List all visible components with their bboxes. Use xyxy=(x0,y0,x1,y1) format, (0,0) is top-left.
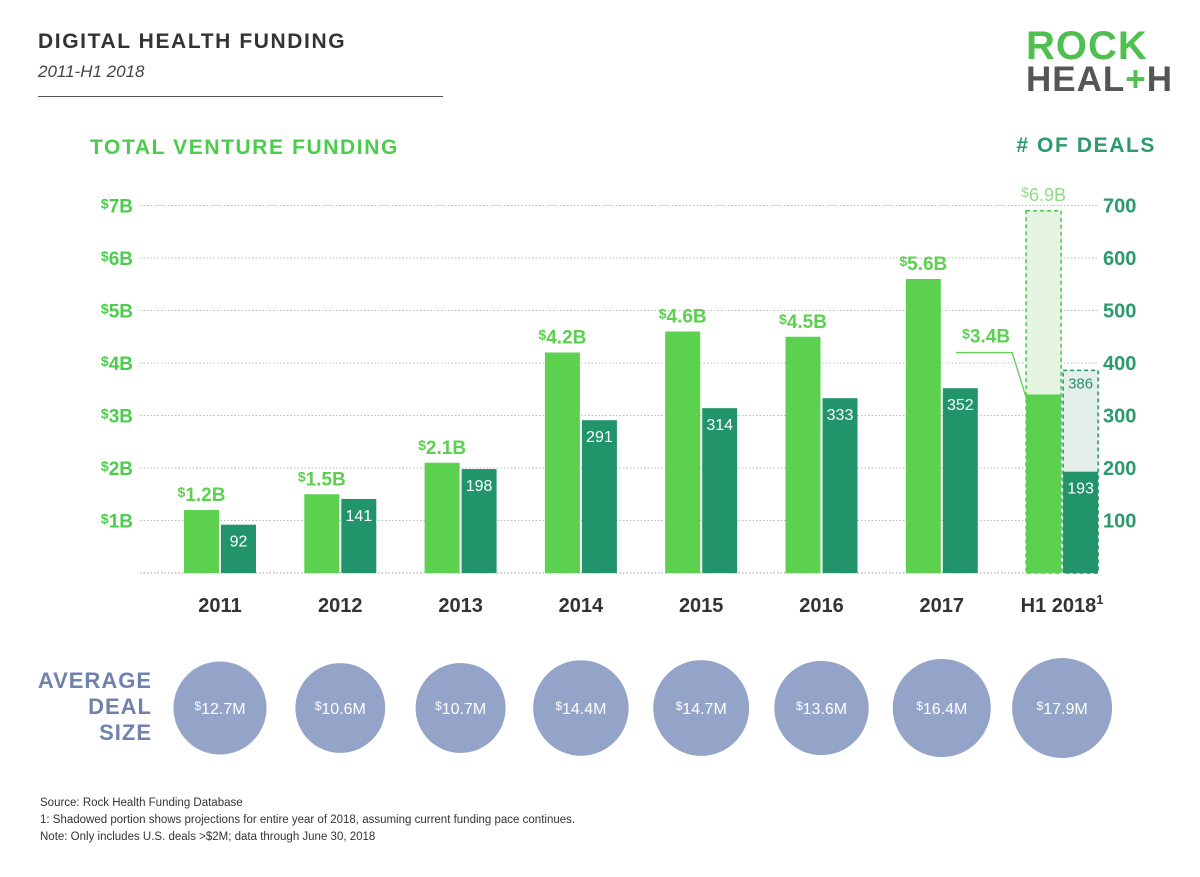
category-label-H1 2018: H1 20181 xyxy=(1021,592,1104,617)
funding-label-H1 2018: $3.4B xyxy=(962,326,1010,348)
logo-line-2: HEAL+H xyxy=(1026,60,1172,99)
deals-bar-2017 xyxy=(942,388,978,573)
avg-deal-bubble-2012 xyxy=(295,663,386,753)
deals-bar-2014 xyxy=(581,420,617,573)
deals-label-2017: 352 xyxy=(947,397,974,414)
category-label-2016: 2016 xyxy=(799,595,844,617)
left-tick-label-2: $3B xyxy=(101,406,133,428)
right-tick-label-3: 400 xyxy=(1103,353,1136,375)
funding-label-2015: $4.6B xyxy=(659,306,707,328)
footnote-note: Note: Only includes U.S. deals >$2M; dat… xyxy=(40,831,376,843)
funding-bar-2013 xyxy=(424,462,460,573)
avg-deal-label-2011: $12.7M xyxy=(194,699,245,718)
funding-bar-2015 xyxy=(665,331,701,573)
deals-bar-2012 xyxy=(341,498,377,573)
funding-bar-H1 2018 xyxy=(1026,394,1062,573)
deals-label-2013: 198 xyxy=(466,478,493,495)
avg-deal-label-2013: $10.7M xyxy=(435,699,486,718)
left-tick-label-5: $6B xyxy=(101,248,133,270)
deals-label-2016: 333 xyxy=(827,407,854,424)
funding-label-2014: $4.2B xyxy=(538,327,586,349)
avg-deal-label-2012: $10.6M xyxy=(315,699,366,718)
right-axis-title: # OF DEALS xyxy=(1016,134,1156,157)
avg-deal-bubble-2011 xyxy=(173,661,267,755)
avg-deal-label-H1 2018: $17.9M xyxy=(1037,699,1088,718)
right-tick-label-0: 100 xyxy=(1103,511,1136,533)
avg-deal-label-2015: $14.7M xyxy=(676,699,727,718)
funding-bar-2014 xyxy=(544,352,580,573)
deals-label-2012: 141 xyxy=(345,508,372,525)
right-tick-label-4: 500 xyxy=(1103,301,1136,323)
funding-label-leader xyxy=(956,351,1028,401)
avg-deal-label-2016: $13.6M xyxy=(796,699,847,718)
funding-label-2017: $5.6B xyxy=(899,253,947,275)
deals-bar-H1 2018 xyxy=(1063,471,1099,573)
avg-label-line-1: AVERAGE xyxy=(37,668,152,693)
deals-bar-2013 xyxy=(461,469,497,573)
category-label-2012: 2012 xyxy=(318,595,363,617)
deals-label-2015: 314 xyxy=(706,417,733,434)
deals-label-2011: 92 xyxy=(230,534,248,551)
avg-deal-bubble-H1 2018 xyxy=(1012,657,1113,759)
logo-line-1: ROCK xyxy=(1026,24,1148,68)
footnote-projection: 1: Shadowed portion shows projections fo… xyxy=(40,814,576,826)
right-tick-label-2: 300 xyxy=(1103,406,1136,428)
funding-bar-2017 xyxy=(905,279,941,573)
left-tick-label-0: $1B xyxy=(101,511,133,533)
right-tick-label-6: 700 xyxy=(1103,196,1136,218)
avg-label-line-2: DEAL xyxy=(88,694,152,719)
logo-plus-icon: + xyxy=(1125,60,1147,99)
right-tick-label-5: 600 xyxy=(1103,248,1136,270)
category-label-2013: 2013 xyxy=(438,595,483,617)
funding-bar-2012 xyxy=(304,494,340,573)
logo-line-2-end: H xyxy=(1146,60,1174,99)
projection-funding-label: $6.9B xyxy=(1021,184,1066,205)
category-label-2014: 2014 xyxy=(559,595,604,617)
category-label-2011: 2011 xyxy=(198,595,241,617)
category-label-2017: 2017 xyxy=(920,595,965,617)
deals-label-H1 2018: 193 xyxy=(1067,481,1094,498)
avg-deal-label-2014: $14.4M xyxy=(555,699,606,718)
footnote-source: Source: Rock Health Funding Database xyxy=(40,797,243,809)
deals-bar-2011 xyxy=(221,524,256,573)
funding-label-2011: $1.2B xyxy=(178,484,226,506)
funding-bar-2016 xyxy=(785,336,821,573)
funding-label-2016: $4.5B xyxy=(779,311,827,333)
avg-deal-bubble-2017 xyxy=(892,658,991,758)
right-tick-label-1: 200 xyxy=(1103,458,1136,480)
left-tick-label-6: $7B xyxy=(101,196,133,218)
average-deal-size-label: AVERAGE DEAL SIZE xyxy=(20,668,152,746)
category-label-2015: 2015 xyxy=(679,595,724,617)
funding-label-2012: $1.5B xyxy=(298,468,346,490)
left-tick-label-4: $5B xyxy=(101,301,133,323)
page-title: DIGITAL HEALTH FUNDING xyxy=(38,30,347,53)
page-subtitle: 2011-H1 2018 xyxy=(38,62,145,81)
avg-deal-bubble-2014 xyxy=(533,660,629,756)
deals-label-2014: 291 xyxy=(586,429,613,446)
title-divider xyxy=(38,96,443,97)
rock-health-logo: ROCK HEAL+H xyxy=(1026,24,1172,99)
logo-line-2-start: HEAL xyxy=(1026,60,1126,99)
projection-deals-label: 386 xyxy=(1068,375,1093,392)
deals-bar-2015 xyxy=(702,408,738,573)
funding-label-2013: $2.1B xyxy=(418,437,466,459)
left-axis-title: TOTAL VENTURE FUNDING xyxy=(90,136,399,159)
avg-label-line-3: SIZE xyxy=(99,720,152,745)
avg-deal-bubble-2013 xyxy=(415,662,506,754)
avg-deal-bubble-2015 xyxy=(653,660,750,756)
avg-deal-bubble-2016 xyxy=(774,660,869,756)
footnotes: Source: Rock Health Funding Database 1: … xyxy=(40,795,575,846)
funding-bar-2011 xyxy=(184,510,219,573)
left-tick-label-1: $2B xyxy=(101,458,133,480)
deals-bar-2016 xyxy=(822,398,858,573)
avg-deal-label-2017: $16.4M xyxy=(916,699,967,718)
left-tick-label-3: $4B xyxy=(101,353,133,375)
